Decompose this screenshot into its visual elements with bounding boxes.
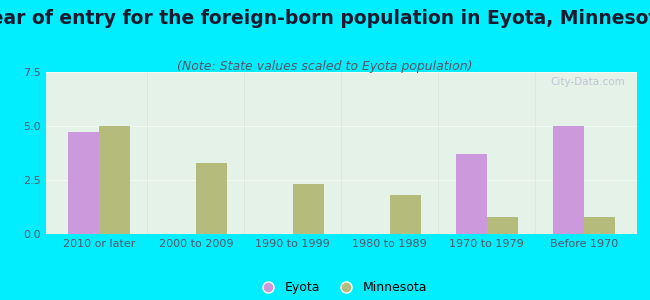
Bar — [99, 126, 130, 234]
Legend: Eyota, Minnesota: Eyota, Minnesota — [250, 276, 432, 299]
Bar — [68, 133, 99, 234]
Bar — [487, 217, 518, 234]
Text: Year of entry for the foreign-born population in Eyota, Minnesota: Year of entry for the foreign-born popul… — [0, 9, 650, 28]
Bar — [196, 163, 227, 234]
Text: City-Data.com: City-Data.com — [551, 77, 625, 87]
Bar — [456, 154, 487, 234]
Bar — [552, 126, 584, 234]
Bar — [390, 195, 421, 234]
Text: (Note: State values scaled to Eyota population): (Note: State values scaled to Eyota popu… — [177, 60, 473, 73]
Bar — [292, 184, 324, 234]
Bar — [584, 217, 615, 234]
